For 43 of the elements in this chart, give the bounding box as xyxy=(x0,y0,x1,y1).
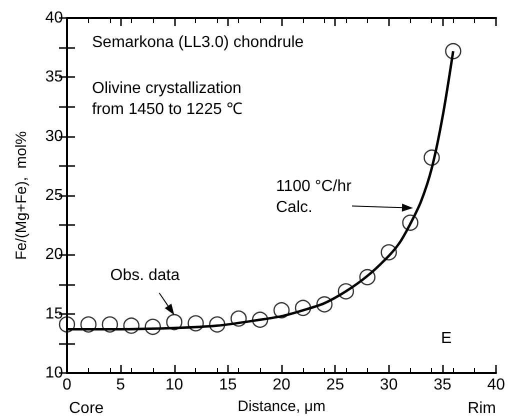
y-axis-title: Fe/(Mg+Fe), mol% xyxy=(13,131,30,260)
y-tick-label: 40 xyxy=(45,10,64,26)
x-axis-title: Distance, μm xyxy=(238,398,326,415)
point xyxy=(359,269,376,286)
point xyxy=(252,312,268,328)
point xyxy=(424,149,440,166)
x-tick-label: 20 xyxy=(272,376,291,394)
x-tick-label: 10 xyxy=(165,376,184,394)
point xyxy=(402,214,418,231)
point xyxy=(144,318,161,335)
point xyxy=(123,318,140,334)
text: Core xyxy=(69,400,104,417)
x-tick-label: 25 xyxy=(326,376,344,394)
text: Rim xyxy=(468,400,496,417)
point xyxy=(188,315,204,332)
point xyxy=(445,42,462,60)
x-tick-label: 30 xyxy=(380,376,398,394)
x-tick-label: 15 xyxy=(219,376,237,394)
annotation: E xyxy=(441,330,452,347)
point xyxy=(166,314,182,330)
point xyxy=(209,316,226,333)
y-tick-label: 20 xyxy=(45,246,64,264)
point xyxy=(230,310,247,327)
point xyxy=(316,296,333,313)
annotation: Semarkona (LL3.0) chondrule xyxy=(92,34,304,51)
x-tick-label: 5 xyxy=(116,376,126,394)
point xyxy=(102,316,118,333)
point xyxy=(273,302,290,318)
y-tick-label: 35 xyxy=(45,68,64,86)
x-tick-label: 0 xyxy=(62,376,72,394)
x-tick-label: 40 xyxy=(487,376,506,394)
y-tick-label: 25 xyxy=(45,187,64,204)
y-tick-label: 15 xyxy=(45,305,64,322)
point xyxy=(294,300,312,316)
point xyxy=(380,244,397,260)
point xyxy=(338,283,354,300)
y-tick-label: 30 xyxy=(45,128,64,145)
annotation: Olivine crystallization from 1450 to 1225 ℃ xyxy=(92,80,242,118)
point xyxy=(80,316,97,333)
annotation: 1100 °C/hr Calc. xyxy=(276,178,352,216)
y-tick-label: 10 xyxy=(45,364,64,382)
annotation: Obs. data xyxy=(110,267,180,284)
x-tick-label: 35 xyxy=(434,376,452,394)
